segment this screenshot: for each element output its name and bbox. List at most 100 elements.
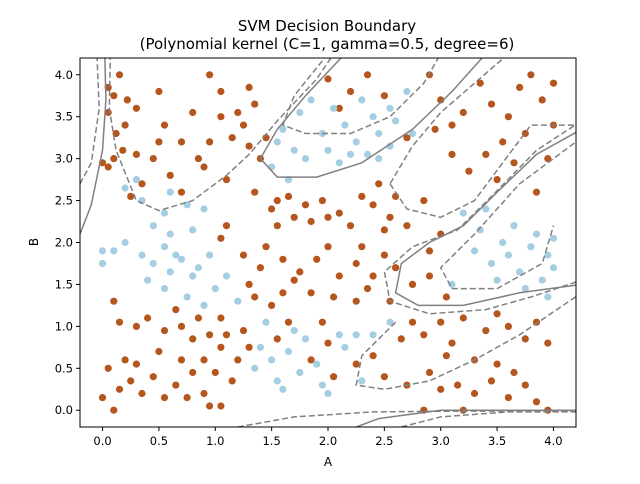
data-point bbox=[115, 318, 124, 326]
boundary-solid-top bbox=[259, 58, 484, 178]
data-point bbox=[279, 255, 287, 263]
y-tick-label: 3.0 bbox=[55, 152, 73, 166]
boundary-margin-top-outer-left bbox=[389, 58, 505, 185]
data-point bbox=[132, 360, 140, 368]
data-point bbox=[211, 368, 219, 377]
boundary-margin-bottom-outer bbox=[237, 410, 576, 427]
data-point bbox=[284, 347, 293, 356]
data-point bbox=[363, 285, 372, 293]
data-point bbox=[138, 251, 146, 259]
data-point bbox=[392, 117, 400, 125]
data-point bbox=[245, 280, 253, 288]
data-point bbox=[194, 155, 202, 163]
y-tick-label: 4.0 bbox=[55, 68, 73, 82]
data-point bbox=[222, 272, 231, 280]
data-point bbox=[160, 209, 169, 217]
data-point bbox=[352, 331, 360, 339]
data-point bbox=[516, 268, 524, 276]
data-point bbox=[239, 121, 248, 129]
data-point bbox=[392, 264, 400, 272]
data-point bbox=[127, 192, 135, 200]
x-tick-label: 1.0 bbox=[206, 434, 224, 448]
data-point bbox=[532, 188, 541, 196]
data-point bbox=[301, 155, 310, 163]
data-point bbox=[284, 192, 293, 200]
data-point bbox=[217, 343, 225, 351]
x-tick-label: 3.0 bbox=[432, 434, 450, 448]
data-point bbox=[380, 226, 388, 234]
data-point bbox=[228, 134, 236, 142]
data-point bbox=[358, 96, 366, 104]
data-point bbox=[110, 406, 118, 414]
x-axis-ticks: 0.0 0.5 1.0 1.5 2.0 2.5 3.0 3.5 4.0 bbox=[93, 427, 563, 448]
data-point bbox=[527, 243, 535, 251]
data-point bbox=[251, 293, 259, 301]
data-point bbox=[420, 331, 428, 339]
data-point bbox=[408, 129, 417, 138]
boundary-margin-left-outer bbox=[80, 58, 100, 185]
x-tick-label: 4.0 bbox=[544, 434, 562, 448]
boundary-solid-right bbox=[394, 131, 576, 307]
data-point bbox=[144, 276, 152, 284]
data-point bbox=[307, 356, 315, 364]
data-point bbox=[307, 217, 315, 226]
data-point bbox=[177, 188, 186, 196]
data-point bbox=[234, 356, 242, 364]
chart-subtitle: (Polynomial kernel (C=1, gamma=0.5, degr… bbox=[140, 35, 515, 53]
data-point bbox=[493, 360, 501, 368]
data-point bbox=[273, 138, 281, 146]
data-point bbox=[521, 335, 529, 343]
data-point bbox=[380, 251, 388, 259]
data-point bbox=[369, 331, 377, 339]
data-point bbox=[408, 280, 417, 288]
x-tick-label: 1.5 bbox=[262, 434, 280, 448]
data-point bbox=[459, 209, 467, 217]
data-point bbox=[217, 87, 225, 96]
data-point bbox=[172, 306, 180, 314]
data-point bbox=[352, 360, 360, 368]
data-point bbox=[239, 327, 248, 335]
data-point bbox=[487, 377, 496, 385]
y-tick-label: 1.0 bbox=[55, 319, 73, 333]
data-point bbox=[493, 310, 501, 318]
data-point bbox=[324, 146, 332, 154]
data-point bbox=[251, 364, 259, 372]
data-point bbox=[375, 129, 383, 138]
data-point bbox=[476, 79, 484, 87]
data-point bbox=[318, 197, 326, 205]
data-point bbox=[296, 268, 304, 276]
data-point bbox=[499, 138, 507, 146]
data-point bbox=[177, 255, 186, 263]
x-tick-label: 0.5 bbox=[150, 434, 168, 448]
data-point bbox=[313, 360, 321, 368]
data-point bbox=[516, 83, 524, 91]
data-point bbox=[110, 247, 118, 255]
chart-title: SVM Decision Boundary bbox=[238, 17, 416, 35]
y-tick-label: 1.5 bbox=[55, 277, 73, 291]
data-point bbox=[482, 205, 490, 213]
data-point bbox=[160, 327, 169, 335]
data-point bbox=[279, 125, 287, 133]
data-point bbox=[493, 276, 501, 284]
data-point bbox=[166, 230, 174, 238]
data-point bbox=[296, 108, 304, 117]
data-point bbox=[470, 247, 479, 255]
data-point bbox=[290, 327, 298, 335]
data-point bbox=[549, 234, 558, 242]
data-point bbox=[268, 205, 276, 213]
data-point bbox=[544, 251, 552, 259]
data-point bbox=[200, 163, 208, 171]
y-tick-label: 2.5 bbox=[55, 194, 73, 208]
data-point bbox=[138, 180, 146, 188]
data-point bbox=[189, 226, 197, 234]
x-axis-label: A bbox=[324, 455, 333, 469]
data-point bbox=[115, 385, 124, 393]
data-point bbox=[155, 87, 163, 96]
data-point bbox=[459, 108, 467, 117]
boundary-margin-top-outer bbox=[389, 124, 576, 219]
data-point bbox=[493, 176, 501, 184]
data-point bbox=[408, 318, 417, 326]
data-point bbox=[160, 394, 169, 402]
data-point bbox=[166, 171, 174, 179]
